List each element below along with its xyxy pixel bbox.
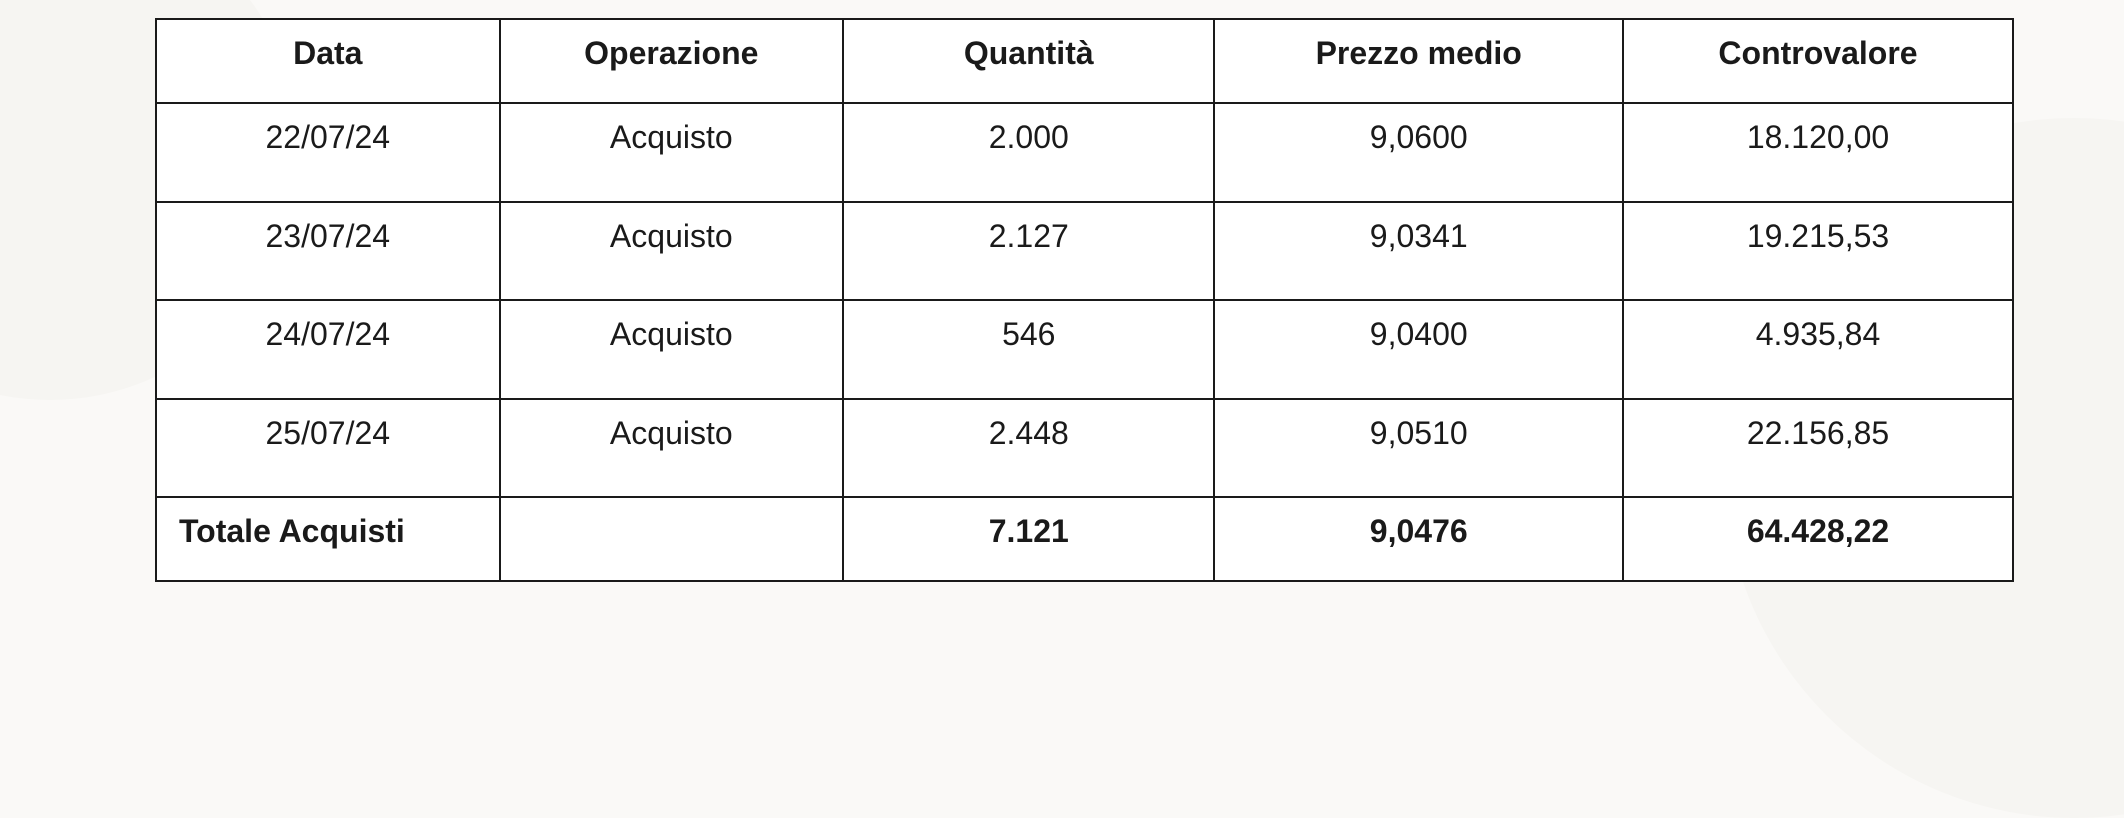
col-header-controvalore: Controvalore bbox=[1623, 19, 2013, 103]
cell-operazione: Acquisto bbox=[500, 300, 844, 398]
cell-total-controvalore: 64.428,22 bbox=[1623, 497, 2013, 581]
cell-prezzo-medio: 9,0400 bbox=[1214, 300, 1623, 398]
cell-data: 23/07/24 bbox=[156, 202, 500, 300]
cell-operazione: Acquisto bbox=[500, 202, 844, 300]
cell-quantita: 2.000 bbox=[843, 103, 1214, 201]
cell-total-prezzo-medio: 9,0476 bbox=[1214, 497, 1623, 581]
cell-quantita: 2.127 bbox=[843, 202, 1214, 300]
col-header-operazione: Operazione bbox=[500, 19, 844, 103]
col-header-data: Data bbox=[156, 19, 500, 103]
table-row: 23/07/24 Acquisto 2.127 9,0341 19.215,53 bbox=[156, 202, 2013, 300]
cell-controvalore: 22.156,85 bbox=[1623, 399, 2013, 497]
table-row: 25/07/24 Acquisto 2.448 9,0510 22.156,85 bbox=[156, 399, 2013, 497]
table-row: 22/07/24 Acquisto 2.000 9,0600 18.120,00 bbox=[156, 103, 2013, 201]
cell-total-quantita: 7.121 bbox=[843, 497, 1214, 581]
cell-quantita: 546 bbox=[843, 300, 1214, 398]
cell-data: 22/07/24 bbox=[156, 103, 500, 201]
cell-data: 25/07/24 bbox=[156, 399, 500, 497]
cell-operazione: Acquisto bbox=[500, 103, 844, 201]
col-header-prezzo-medio: Prezzo medio bbox=[1214, 19, 1623, 103]
cell-controvalore: 4.935,84 bbox=[1623, 300, 2013, 398]
table-total-row: Totale Acquisti 7.121 9,0476 64.428,22 bbox=[156, 497, 2013, 581]
transactions-table: Data Operazione Quantità Prezzo medio Co… bbox=[155, 18, 2014, 582]
cell-total-operazione bbox=[500, 497, 844, 581]
transactions-table-container: Data Operazione Quantità Prezzo medio Co… bbox=[0, 0, 2124, 582]
cell-controvalore: 19.215,53 bbox=[1623, 202, 2013, 300]
cell-prezzo-medio: 9,0510 bbox=[1214, 399, 1623, 497]
cell-quantita: 2.448 bbox=[843, 399, 1214, 497]
table-row: 24/07/24 Acquisto 546 9,0400 4.935,84 bbox=[156, 300, 2013, 398]
col-header-quantita: Quantità bbox=[843, 19, 1214, 103]
cell-prezzo-medio: 9,0341 bbox=[1214, 202, 1623, 300]
cell-data: 24/07/24 bbox=[156, 300, 500, 398]
cell-operazione: Acquisto bbox=[500, 399, 844, 497]
cell-total-label: Totale Acquisti bbox=[156, 497, 500, 581]
cell-prezzo-medio: 9,0600 bbox=[1214, 103, 1623, 201]
cell-controvalore: 18.120,00 bbox=[1623, 103, 2013, 201]
table-header-row: Data Operazione Quantità Prezzo medio Co… bbox=[156, 19, 2013, 103]
